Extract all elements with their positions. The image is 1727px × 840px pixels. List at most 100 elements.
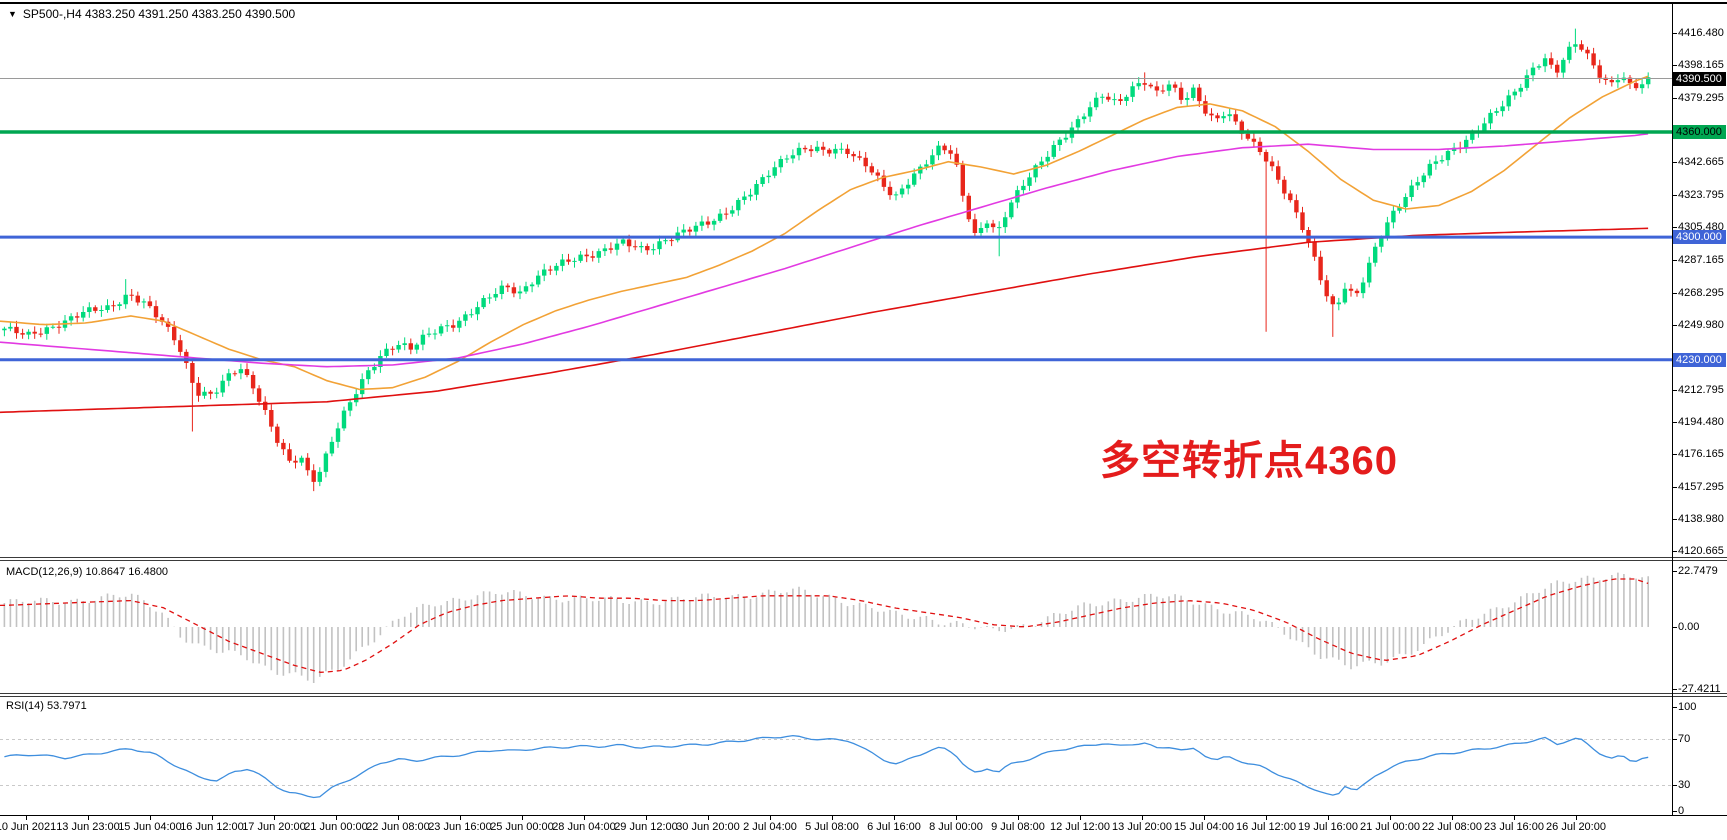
time-tick bbox=[708, 816, 709, 820]
time-axis-label: 29 Jun 12:00 bbox=[614, 821, 678, 833]
time-tick bbox=[1266, 816, 1267, 820]
macd-signal-line bbox=[0, 578, 1649, 673]
time-tick bbox=[646, 816, 647, 820]
hline-price-tag-4300.000: 4300.000 bbox=[1673, 230, 1726, 244]
time-tick bbox=[336, 816, 337, 820]
time-tick bbox=[1452, 816, 1453, 820]
price-tick bbox=[1672, 293, 1677, 294]
price-axis-label: 4342.665 bbox=[1678, 156, 1724, 168]
time-axis-label: 30 Jun 20:00 bbox=[676, 821, 740, 833]
time-tick bbox=[894, 816, 895, 820]
time-axis-label: 21 Jul 00:00 bbox=[1360, 821, 1420, 833]
price-axis-label: 4176.165 bbox=[1678, 448, 1724, 460]
time-tick bbox=[274, 816, 275, 820]
time-tick bbox=[956, 816, 957, 820]
time-axis-label: 9 Jul 08:00 bbox=[991, 821, 1045, 833]
time-axis-label: 28 Jun 04:00 bbox=[552, 821, 616, 833]
hline-price-tag-4360.000: 4360.000 bbox=[1673, 125, 1726, 139]
symbol-title: ▼ SP500-,H4 4383.250 4391.250 4383.250 43… bbox=[8, 7, 295, 21]
time-axis-label: 25 Jun 00:00 bbox=[490, 821, 554, 833]
rsi-tick bbox=[1672, 811, 1677, 812]
time-axis-label: 16 Jun 12:00 bbox=[180, 821, 244, 833]
price-tick bbox=[1672, 325, 1677, 326]
time-axis-label: 17 Jun 20:00 bbox=[242, 821, 306, 833]
macd-panel-divider[interactable] bbox=[0, 557, 1727, 561]
time-axis-label: 23 Jun 16:00 bbox=[428, 821, 492, 833]
time-tick bbox=[522, 816, 523, 820]
time-axis-label: 26 Jul 20:00 bbox=[1546, 821, 1606, 833]
time-axis-label: 21 Jun 00:00 bbox=[304, 821, 368, 833]
price-tick bbox=[1672, 227, 1677, 228]
rsi-line bbox=[4, 734, 1649, 799]
time-axis-label: 22 Jun 08:00 bbox=[366, 821, 430, 833]
time-tick bbox=[1018, 816, 1019, 820]
rsi-axis-label: 30 bbox=[1678, 779, 1691, 791]
hline-price-tag-4230.000: 4230.000 bbox=[1673, 353, 1726, 367]
macd-tick bbox=[1672, 689, 1677, 690]
price-axis-label: 4138.980 bbox=[1678, 513, 1724, 525]
time-tick bbox=[1514, 816, 1515, 820]
price-axis-label: 4268.295 bbox=[1678, 287, 1724, 299]
price-axis-label: 4416.480 bbox=[1678, 27, 1724, 39]
candles-layer bbox=[2, 28, 1651, 492]
time-axis-border bbox=[0, 815, 1727, 816]
time-axis-label: 15 Jul 04:00 bbox=[1174, 821, 1234, 833]
price-tick bbox=[1672, 422, 1677, 423]
time-tick bbox=[460, 816, 461, 820]
ma-mid-line bbox=[0, 133, 1649, 368]
time-axis-label: 19 Jul 16:00 bbox=[1298, 821, 1358, 833]
macd-tick bbox=[1672, 627, 1677, 628]
time-tick bbox=[1390, 816, 1391, 820]
macd-axis-label: -27.4211 bbox=[1678, 683, 1721, 695]
price-tick bbox=[1672, 162, 1677, 163]
current-price-tag: 4390.500 bbox=[1673, 72, 1726, 86]
window-top-border bbox=[0, 2, 1727, 4]
chart-dropdown-icon[interactable]: ▼ bbox=[8, 9, 17, 19]
price-tick bbox=[1672, 195, 1677, 196]
time-axis-label: 6 Jul 16:00 bbox=[867, 821, 921, 833]
price-axis-label: 4249.980 bbox=[1678, 319, 1724, 331]
price-axis-label: 4194.480 bbox=[1678, 416, 1724, 428]
time-axis-label: 22 Jul 08:00 bbox=[1422, 821, 1482, 833]
macd-indicator-label: MACD(12,26,9) 10.8647 16.4800 bbox=[6, 566, 169, 578]
macd-histogram bbox=[3, 572, 1649, 683]
price-axis-label: 4323.795 bbox=[1678, 189, 1724, 201]
price-tick bbox=[1672, 390, 1677, 391]
price-tick bbox=[1672, 260, 1677, 261]
time-axis-label: 23 Jul 16:00 bbox=[1484, 821, 1544, 833]
price-axis-label: 4120.665 bbox=[1678, 545, 1724, 557]
price-tick bbox=[1672, 487, 1677, 488]
rsi-indicator-label: RSI(14) 53.7971 bbox=[6, 700, 87, 712]
time-tick bbox=[88, 816, 89, 820]
rsi-axis-label: 70 bbox=[1678, 733, 1691, 745]
rsi-panel-divider[interactable] bbox=[0, 693, 1727, 697]
time-axis-label: 16 Jul 12:00 bbox=[1236, 821, 1296, 833]
price-tick bbox=[1672, 33, 1677, 34]
rsi-axis-label: 0 bbox=[1678, 805, 1685, 817]
time-tick bbox=[212, 816, 213, 820]
time-axis-label: 2 Jul 04:00 bbox=[743, 821, 797, 833]
time-axis-label: 13 Jul 20:00 bbox=[1112, 821, 1172, 833]
price-axis-label: 4398.165 bbox=[1678, 59, 1724, 71]
time-axis-label: 15 Jun 04:00 bbox=[118, 821, 182, 833]
time-axis-label: 5 Jul 08:00 bbox=[805, 821, 859, 833]
time-tick bbox=[26, 816, 27, 820]
time-tick bbox=[584, 816, 585, 820]
price-axis-border bbox=[1672, 4, 1673, 815]
time-tick bbox=[1080, 816, 1081, 820]
price-tick bbox=[1672, 551, 1677, 552]
price-axis-label: 4287.165 bbox=[1678, 254, 1724, 266]
time-tick bbox=[150, 816, 151, 820]
price-axis-label: 4212.795 bbox=[1678, 384, 1724, 396]
price-tick bbox=[1672, 65, 1677, 66]
rsi-tick bbox=[1672, 739, 1677, 740]
time-axis-label: 8 Jul 00:00 bbox=[929, 821, 983, 833]
price-tick bbox=[1672, 519, 1677, 520]
macd-axis-label: 22.7479 bbox=[1678, 565, 1718, 577]
time-axis-label: 12 Jul 12:00 bbox=[1050, 821, 1110, 833]
time-tick bbox=[770, 816, 771, 820]
ma-fast-line bbox=[0, 75, 1649, 391]
symbol-ohlc-label: SP500-,H4 4383.250 4391.250 4383.250 439… bbox=[22, 7, 296, 21]
